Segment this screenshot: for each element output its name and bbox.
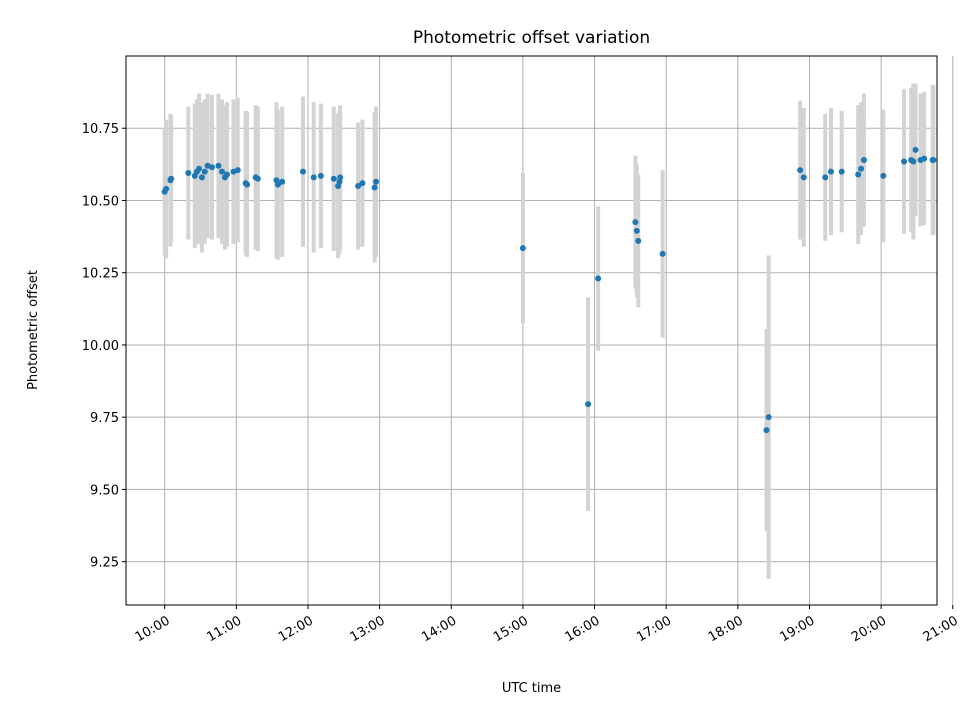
data-point xyxy=(299,168,306,175)
y-tick-label: 10.00 xyxy=(82,339,119,354)
data-point xyxy=(930,157,937,164)
data-point xyxy=(274,181,281,188)
data-point xyxy=(763,427,770,434)
y-axis-label: Photometric offset xyxy=(26,270,41,390)
data-point xyxy=(254,175,261,182)
data-point xyxy=(910,158,917,165)
data-point xyxy=(219,168,226,175)
data-point xyxy=(519,245,526,252)
data-point xyxy=(279,178,286,185)
y-tick-label: 10.25 xyxy=(82,267,119,282)
data-point xyxy=(371,184,378,191)
data-point xyxy=(224,171,231,178)
y-tick-label: 9.75 xyxy=(90,411,119,426)
data-points xyxy=(161,146,937,434)
data-point xyxy=(659,250,666,257)
data-point xyxy=(317,172,324,179)
data-point xyxy=(855,171,862,178)
data-point xyxy=(765,414,772,421)
data-point xyxy=(822,174,829,181)
data-point xyxy=(337,174,344,181)
plot-frame xyxy=(125,55,938,606)
data-point xyxy=(632,219,639,226)
data-point xyxy=(359,180,366,187)
data-point xyxy=(208,164,215,171)
data-point xyxy=(163,185,170,192)
grid xyxy=(126,56,954,605)
y-tick-label: 10.75 xyxy=(82,122,119,137)
data-point xyxy=(800,174,807,181)
data-point xyxy=(185,170,192,177)
data-point xyxy=(196,165,203,172)
data-point xyxy=(860,157,867,164)
data-point xyxy=(373,178,380,185)
x-axis-label: UTC time xyxy=(502,681,561,696)
data-point xyxy=(858,165,865,172)
chart-title: Photometric offset variation xyxy=(413,28,650,48)
data-point xyxy=(838,168,845,175)
data-point xyxy=(912,146,919,153)
y-tick-label: 10.50 xyxy=(82,194,119,209)
data-point xyxy=(633,227,640,234)
data-point xyxy=(330,175,337,182)
data-point xyxy=(797,167,804,174)
data-point xyxy=(595,275,602,282)
data-point xyxy=(355,183,362,190)
data-point xyxy=(215,162,222,169)
data-point xyxy=(635,237,642,244)
y-axis-ticks: 9.25 9.50 9.75 10.00 10.25 10.50 10.75 xyxy=(82,122,126,571)
data-point xyxy=(201,168,208,175)
data-point xyxy=(234,167,241,174)
y-tick-label: 9.50 xyxy=(90,483,119,498)
data-point xyxy=(310,174,317,181)
data-point xyxy=(901,158,908,165)
data-point xyxy=(880,172,887,179)
y-tick-label: 9.25 xyxy=(90,556,119,571)
data-point xyxy=(585,401,592,408)
data-point xyxy=(168,175,175,182)
data-point xyxy=(827,168,834,175)
data-point xyxy=(921,155,928,162)
data-point xyxy=(244,181,251,188)
data-point xyxy=(198,174,205,181)
